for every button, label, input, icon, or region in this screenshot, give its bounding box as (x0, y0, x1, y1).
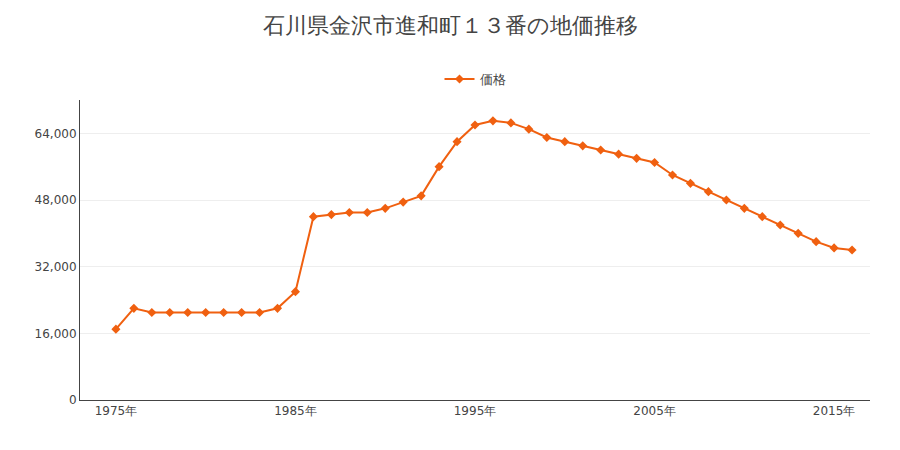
svg-text:1995年: 1995年 (454, 404, 497, 418)
svg-text:1975年: 1975年 (95, 404, 138, 418)
svg-text:32,000: 32,000 (35, 260, 77, 274)
svg-text:2015年: 2015年 (813, 404, 856, 418)
svg-text:16,000: 16,000 (35, 327, 77, 341)
svg-text:2005年: 2005年 (633, 404, 676, 418)
svg-text:48,000: 48,000 (35, 193, 77, 207)
svg-text:0: 0 (69, 393, 77, 407)
svg-text:1985年: 1985年 (274, 404, 317, 418)
svg-text:石川県金沢市進和町１３番の地価推移: 石川県金沢市進和町１３番の地価推移 (263, 13, 638, 38)
svg-text:64,000: 64,000 (35, 127, 77, 141)
svg-text:価格: 価格 (480, 72, 506, 87)
